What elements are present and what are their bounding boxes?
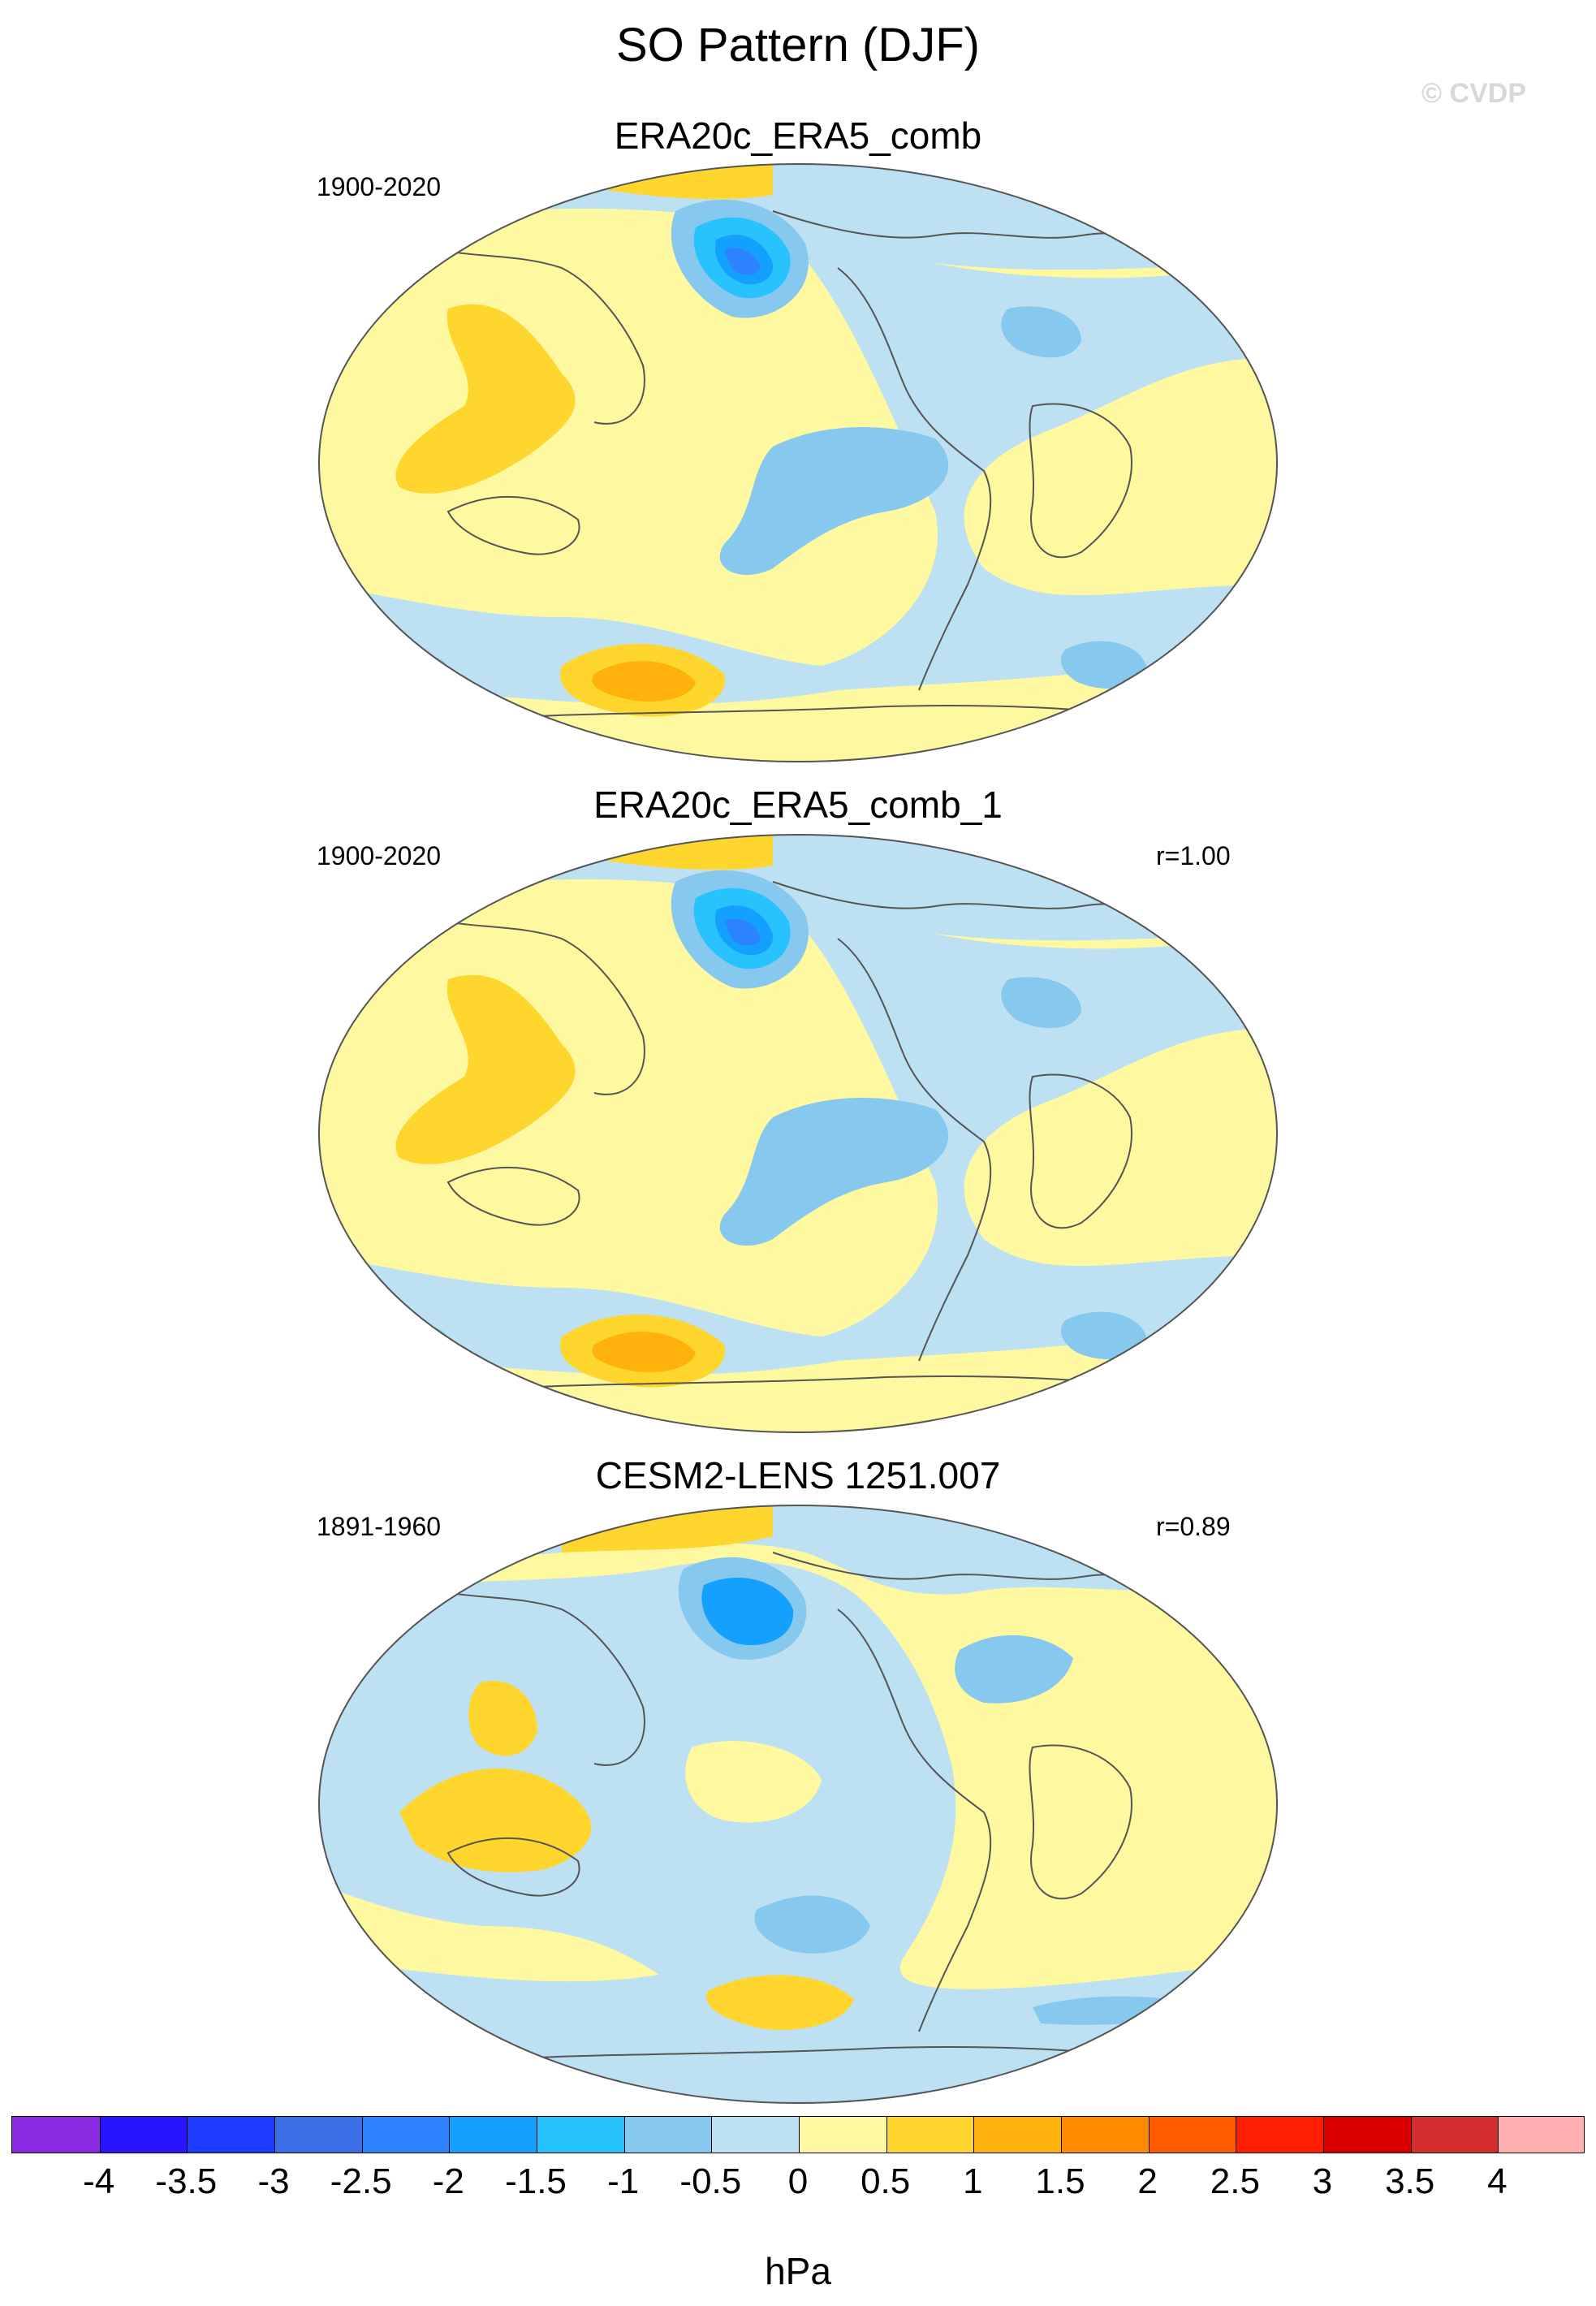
- colorbar-tick-label: 3: [1312, 2161, 1333, 2201]
- colorbar-swatch: [274, 2117, 364, 2153]
- colorbar-swatch: [1323, 2117, 1413, 2153]
- colorbar-tick-label: 0.5: [861, 2161, 911, 2201]
- colorbar-swatch: [1410, 2117, 1499, 2153]
- negative-deep-aleutian: [701, 1578, 794, 1646]
- map-border: [318, 834, 1278, 1433]
- colorbar-swatch: [361, 2117, 451, 2153]
- colorbar-tick-label: -1: [607, 2161, 640, 2201]
- colorbar-swatch: [711, 2117, 800, 2153]
- colorbar-swatch: [799, 2117, 888, 2153]
- negative-weak-pacific: [319, 1561, 1277, 2103]
- panel-1-title: ERA20c_ERA5_comb: [614, 114, 982, 157]
- colorbar-tick-label: -2: [432, 2161, 464, 2201]
- negative-mid-tropical-pacific: [719, 1098, 949, 1246]
- panel-3-map: [318, 1505, 1278, 2104]
- colorbar-swatch: [187, 2117, 276, 2153]
- colorbar: [11, 2116, 1585, 2153]
- colorbar-tick-label: -3.5: [155, 2161, 218, 2201]
- colorbar-tick-label: -1.5: [505, 2161, 567, 2201]
- positive-east-asia: [468, 1681, 537, 1756]
- panel-2-map: [318, 834, 1278, 1433]
- colorbar-tick-label: 4: [1487, 2161, 1508, 2201]
- colorbar-swatch: [12, 2117, 101, 2153]
- colorbar-tick-label: -4: [83, 2161, 115, 2201]
- colorbar-swatch: [1061, 2117, 1150, 2153]
- map-border: [318, 1505, 1278, 2104]
- colorbar-tick-label: -0.5: [679, 2161, 742, 2201]
- colorbar-tick-label: 3.5: [1385, 2161, 1435, 2201]
- colorbar-swatch: [886, 2117, 975, 2153]
- positive-maritime-continent: [395, 304, 576, 494]
- positive-arctic: [562, 1505, 773, 1552]
- panel-3-period: 1891-1960: [317, 1512, 442, 1541]
- map-border: [318, 163, 1278, 762]
- positive-mid-south-pacific: [592, 1331, 696, 1372]
- colorbar-tick-label: 1.5: [1035, 2161, 1085, 2201]
- positive-mid-south-pacific: [592, 660, 696, 702]
- colorbar-swatch: [1498, 2117, 1584, 2153]
- panel-2-period: 1900-2020: [317, 841, 442, 870]
- panel-1-map: [318, 163, 1278, 762]
- colorbar-swatch: [1236, 2117, 1325, 2153]
- panel-2-title: ERA20c_ERA5_comb_1: [593, 784, 1003, 826]
- negative-mid-atlantic: [955, 1634, 1073, 1704]
- colorbar-tick-label: 2: [1137, 2161, 1158, 2201]
- negative-mid-tropical-pacific: [754, 1895, 870, 1954]
- positive-maritime-continent: [395, 974, 576, 1164]
- negative-mid-south-indian: [351, 1990, 440, 2029]
- negative-mid-south-atlantic: [1061, 641, 1146, 689]
- negative-mid-tropical-pacific: [719, 427, 949, 576]
- positive-south-pacific: [706, 1975, 854, 2031]
- cvdp-watermark: © CVDP: [1421, 78, 1526, 109]
- colorbar-swatch: [973, 2117, 1063, 2153]
- colorbar-swatch: [449, 2117, 538, 2153]
- colorbar-swatch: [623, 2117, 713, 2153]
- colorbar-tick-label: 1: [963, 2161, 983, 2201]
- colorbar-tick-label: -3: [257, 2161, 290, 2201]
- negative-mid-atlantic: [1001, 306, 1081, 358]
- positive-maritime-continent: [399, 1768, 592, 1872]
- colorbar-unit: hPa: [765, 2250, 831, 2292]
- panel-3-title: CESM2-LENS 1251.007: [595, 1454, 1001, 1496]
- colorbar-tick-label: -2.5: [330, 2161, 392, 2201]
- panel-1-period: 1900-2020: [317, 172, 442, 201]
- panel-3-correlation: r=0.89: [1156, 1512, 1231, 1541]
- negative-mid-south-atlantic: [1061, 1311, 1146, 1360]
- colorbar-swatch: [1148, 2117, 1237, 2153]
- figure-title: SO Pattern (DJF): [616, 19, 980, 71]
- panel-2-correlation: r=1.00: [1156, 841, 1231, 870]
- colorbar-swatch: [537, 2117, 626, 2153]
- colorbar-tick-label: 0: [787, 2161, 809, 2201]
- colorbar-swatch: [99, 2117, 188, 2153]
- negative-core-aleutian: [724, 918, 761, 946]
- positive-weak-central-pacific: [685, 1741, 822, 1823]
- negative-mid-atlantic: [1001, 977, 1081, 1029]
- colorbar-tick-label: 2.5: [1210, 2161, 1260, 2201]
- negative-core-aleutian: [724, 248, 761, 275]
